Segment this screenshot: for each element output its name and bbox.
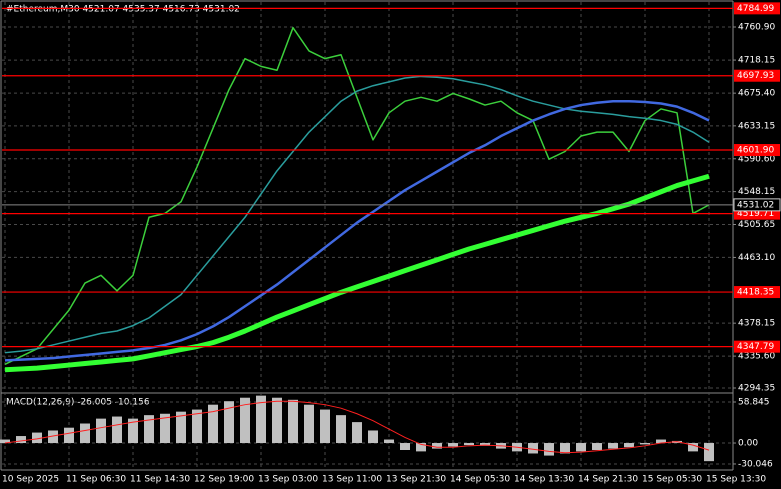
macd-bar	[208, 404, 218, 444]
signal-line	[4, 400, 710, 454]
x-tick-label: 11 Sep 06:30	[66, 475, 126, 485]
level-label-box	[734, 69, 780, 82]
x-tick-label: 15 Sep 05:30	[642, 475, 702, 485]
x-tick-label: 14 Sep 05:30	[450, 475, 510, 485]
y-tick-label: 4760.90	[738, 22, 775, 32]
macd-bar	[624, 443, 634, 448]
macd-bar	[48, 430, 58, 444]
x-tick-label: 14 Sep 21:30	[578, 475, 638, 485]
level-label: 4697.93	[737, 71, 774, 81]
macd-bar	[64, 427, 74, 444]
macd-bar	[480, 443, 490, 446]
level-label: 4784.99	[737, 4, 774, 14]
macd-bar	[656, 439, 666, 444]
series-line	[4, 26, 710, 365]
macd-bar	[688, 443, 698, 452]
macd-bar	[464, 443, 474, 446]
macd-bar	[704, 443, 714, 462]
macd-bar	[416, 443, 426, 452]
macd-bar	[320, 409, 330, 444]
level-label: 4418.35	[737, 288, 774, 298]
macd-title: MACD(12,26,9) -26.005 -10.156	[6, 398, 150, 408]
level-label-box	[734, 2, 780, 15]
series-line	[4, 75, 710, 354]
macd-bar	[528, 443, 538, 454]
macd-bar	[640, 443, 650, 445]
y-tick-label: 4335.60	[738, 352, 775, 362]
series-line	[4, 173, 710, 373]
macd-bar	[576, 443, 586, 452]
macd-bar	[304, 404, 314, 444]
macd-bar	[192, 409, 202, 444]
y-tick-label: 4718.15	[738, 56, 775, 66]
macd-bar	[336, 415, 346, 444]
macd-bar	[160, 413, 170, 444]
macd-bar	[32, 432, 42, 444]
macd-bar	[400, 443, 410, 450]
x-tick-label: 13 Sep 11:00	[322, 475, 382, 485]
x-tick-label: 13 Sep 21:30	[386, 475, 446, 485]
current-price-box	[733, 198, 781, 212]
level-label: 4347.79	[737, 342, 774, 352]
y-tick-label: 4463.10	[738, 253, 775, 263]
macd-bar	[448, 443, 458, 447]
y-tick-label: 4548.15	[738, 187, 775, 197]
level-label: 4519.71	[737, 209, 774, 219]
macd-bar	[144, 415, 154, 444]
level-label-box	[734, 286, 780, 299]
x-tick-label: 13 Sep 03:00	[258, 475, 318, 485]
series-line	[4, 99, 710, 362]
y-tick-label: 0.00	[738, 439, 758, 449]
macd-bar	[128, 418, 138, 444]
y-tick-label: 4675.40	[738, 89, 775, 99]
level-label-box	[734, 144, 780, 157]
macd-bar	[240, 397, 250, 444]
macd-bar	[80, 423, 90, 444]
macd-bar	[288, 399, 298, 444]
macd-bar	[560, 443, 570, 454]
level-label: 4601.90	[737, 146, 774, 156]
x-tick-label: 12 Sep 19:00	[194, 475, 254, 485]
macd-bar	[176, 411, 186, 444]
macd-bar	[432, 443, 442, 449]
macd-bar	[16, 436, 26, 444]
current-price-label: 4531.02	[737, 200, 774, 210]
macd-bar	[272, 397, 282, 444]
macd-bar	[368, 430, 378, 444]
y-tick-label: 58.845	[738, 398, 770, 408]
y-tick-label: 4378.15	[738, 319, 775, 329]
x-tick-label: 10 Sep 2025	[2, 475, 59, 485]
macd-bar	[592, 443, 602, 450]
y-tick-label: 4590.60	[738, 154, 775, 164]
y-tick-label: -30.046	[738, 459, 773, 469]
chart-title: #Ethereum,M30 4521.07 4535.37 4516.73 45…	[6, 5, 240, 15]
x-tick-label: 14 Sep 13:30	[514, 475, 574, 485]
x-tick-label: 15 Sep 13:30	[706, 475, 766, 485]
macd-bar	[112, 416, 122, 444]
macd-bar	[544, 443, 554, 456]
macd-bar	[0, 439, 10, 444]
macd-bar	[96, 418, 106, 444]
y-tick-label: 4505.65	[738, 220, 775, 230]
macd-bar	[608, 443, 618, 449]
macd-bar	[224, 401, 234, 444]
macd-bar	[384, 439, 394, 444]
macd-bar	[256, 395, 266, 444]
x-tick-label: 11 Sep 14:30	[130, 475, 190, 485]
y-tick-label: 4294.35	[738, 384, 775, 394]
level-label-box	[734, 340, 780, 353]
macd-bar	[352, 422, 362, 444]
y-tick-label: 4633.15	[738, 121, 775, 131]
